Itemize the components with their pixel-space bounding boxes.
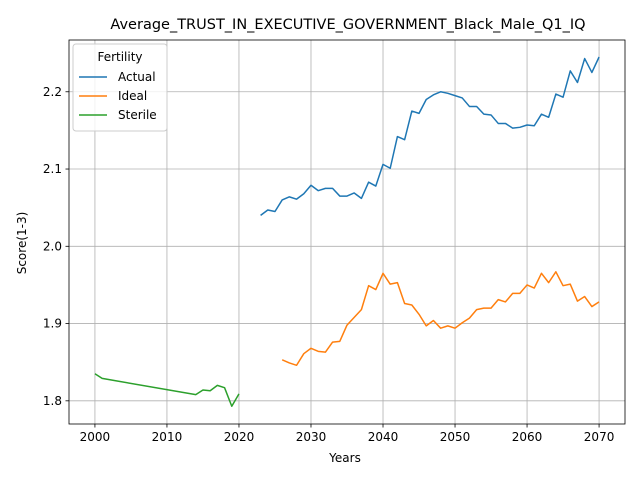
- x-tick-label: 2030: [296, 430, 327, 444]
- series-line-actual: [260, 56, 600, 216]
- y-tick-label: 1.8: [43, 394, 62, 408]
- plot-frame: [68, 39, 626, 425]
- x-tick-label: 2000: [80, 430, 111, 444]
- y-axis-label: Score(1-3): [15, 212, 29, 275]
- x-axis-ticks: 2000 2010 2020 2030 2040 2050 2060 2070: [80, 424, 615, 444]
- x-tick-label: 2040: [368, 430, 399, 444]
- x-axis-label: Years: [328, 451, 361, 465]
- y-tick-label: 2.2: [43, 85, 62, 99]
- x-tick-label: 2060: [512, 430, 543, 444]
- y-tick-label: 1.9: [43, 317, 62, 331]
- legend-box: [72, 43, 168, 132]
- legend: Fertility Actual Ideal Sterile: [72, 43, 168, 132]
- series-lines: [94, 56, 600, 407]
- y-tick-label: 2.0: [43, 239, 62, 253]
- legend-label-ideal: Ideal: [118, 89, 147, 103]
- legend-items: Actual Ideal Sterile: [79, 70, 157, 122]
- grid-lines: [69, 40, 625, 424]
- x-tick-label: 2020: [224, 430, 255, 444]
- legend-label-actual: Actual: [118, 70, 156, 84]
- y-axis-ticks: 1.8 1.9 2.0 2.1 2.2: [43, 85, 69, 408]
- x-tick-label: 2050: [440, 430, 471, 444]
- series-line-ideal: [281, 271, 600, 367]
- x-tick-label: 2010: [152, 430, 183, 444]
- legend-title: Fertility: [97, 50, 142, 64]
- chart-title: Average_TRUST_IN_EXECUTIVE_GOVERNMENT_Bl…: [110, 17, 585, 33]
- x-tick-label: 2070: [584, 430, 615, 444]
- legend-label-sterile: Sterile: [118, 108, 157, 122]
- series-line-sterile: [94, 373, 240, 407]
- y-tick-label: 2.1: [43, 162, 62, 176]
